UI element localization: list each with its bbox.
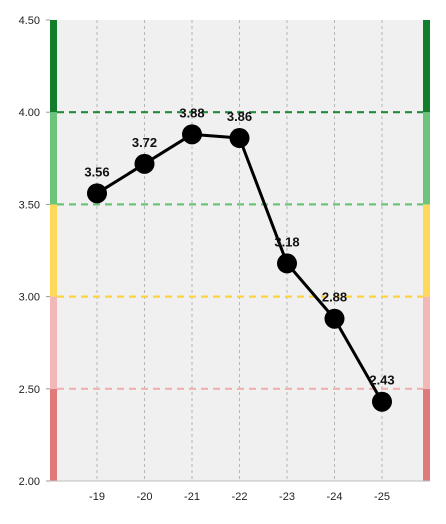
left-band-1 <box>50 296 57 389</box>
x-tick-label: -19 <box>89 491 105 503</box>
data-point <box>229 128 250 149</box>
data-point <box>372 391 392 412</box>
left-band-4 <box>50 20 57 113</box>
y-tick-label: 4.50 <box>19 15 40 27</box>
x-tick-label: -22 <box>232 491 248 503</box>
left-band-0 <box>50 388 57 481</box>
right-band-3 <box>423 112 430 205</box>
data-label: 3.56 <box>84 164 109 179</box>
data-label: 3.18 <box>274 234 299 249</box>
y-axis-ticks: 2.00 2.50 3.00 3.50 4.00 4.50 <box>19 15 50 488</box>
data-point <box>277 253 297 274</box>
data-point <box>182 124 202 145</box>
x-tick-label: -25 <box>374 491 390 503</box>
color-bands <box>50 20 430 481</box>
data-points <box>87 124 392 412</box>
data-labels: 3.56 3.72 3.88 3.86 3.18 2.88 2.43 <box>84 105 394 387</box>
data-point <box>324 308 345 329</box>
y-tick-label: 4.00 <box>19 107 40 119</box>
data-label: 3.72 <box>132 135 157 150</box>
right-band-1 <box>423 296 430 389</box>
threshold-lines <box>57 111 423 390</box>
data-label: 3.86 <box>227 109 252 124</box>
x-tick-label: -20 <box>137 491 153 503</box>
data-label: 2.88 <box>322 290 347 305</box>
y-tick-label: 2.50 <box>19 384 40 396</box>
data-label: 3.88 <box>179 105 204 120</box>
y-tick-label: 2.00 <box>19 476 40 488</box>
x-axis-ticks: -19 -20 -21 -22 -23 -24 -25 <box>89 491 390 503</box>
left-band-2 <box>50 204 57 297</box>
data-point <box>134 153 155 174</box>
x-tick-label: -23 <box>279 491 295 503</box>
x-tick-label: -24 <box>327 491 343 503</box>
left-band-3 <box>50 112 57 205</box>
right-band-0 <box>423 388 430 481</box>
plot-background <box>50 20 430 481</box>
right-band-4 <box>423 20 430 113</box>
data-label: 2.43 <box>369 373 394 388</box>
data-point <box>87 183 107 204</box>
right-band-2 <box>423 204 430 297</box>
y-tick-label: 3.50 <box>19 199 40 211</box>
x-tick-label: -21 <box>184 491 200 503</box>
y-tick-label: 3.00 <box>19 292 40 304</box>
